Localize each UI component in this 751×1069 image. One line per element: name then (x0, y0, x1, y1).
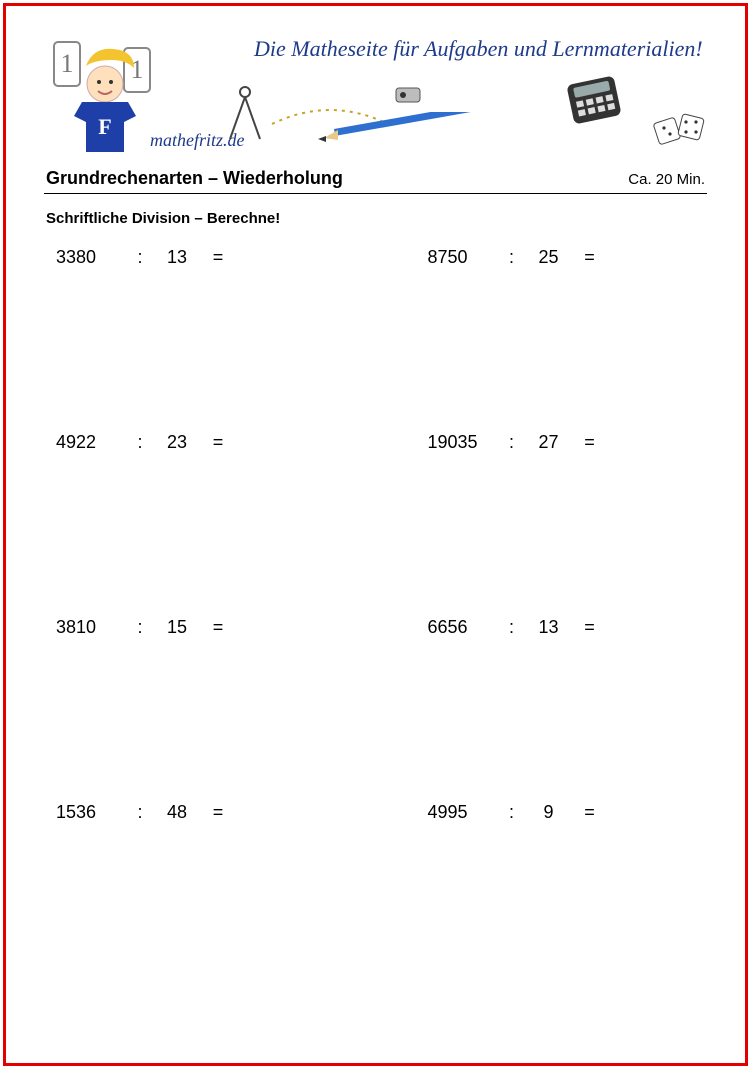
problem: 4995 : 9 = (382, 802, 708, 823)
divisor: 25 (526, 247, 572, 268)
colon-symbol: : (498, 617, 526, 638)
problem-row: 1536 : 48 = 4995 : 9 = (56, 802, 707, 823)
divisor: 27 (526, 432, 572, 453)
dividend: 3810 (56, 617, 126, 638)
dividend: 19035 (428, 432, 498, 453)
dividend: 1536 (56, 802, 126, 823)
colon-symbol: : (498, 247, 526, 268)
title-row: Grundrechenarten – Wiederholung Ca. 20 M… (44, 168, 707, 194)
dividend: 3380 (56, 247, 126, 268)
pencil-icon (308, 112, 498, 152)
problem: 4922 : 23 = (56, 432, 382, 453)
dividend: 4922 (56, 432, 126, 453)
mascot-kid-icon: 1 1 F (50, 38, 160, 158)
problem: 3380 : 13 = (56, 247, 382, 268)
colon-symbol: : (498, 802, 526, 823)
compass-icon (220, 84, 270, 144)
divisor: 13 (526, 617, 572, 638)
svg-text:1: 1 (131, 55, 144, 84)
equals-symbol: = (200, 247, 236, 268)
problem-row: 4922 : 23 = 19035 : 27 = (56, 432, 707, 453)
worksheet-duration: Ca. 20 Min. (628, 171, 705, 188)
header-banner: 1 1 F Die Matheseite für Aufgaben und Le… (44, 32, 707, 162)
equals-symbol: = (572, 802, 608, 823)
colon-symbol: : (126, 247, 154, 268)
dice-icon (652, 108, 706, 152)
dividend: 8750 (428, 247, 498, 268)
equals-symbol: = (572, 247, 608, 268)
divisor: 48 (154, 802, 200, 823)
shirt-letter: F (98, 114, 111, 139)
colon-symbol: : (498, 432, 526, 453)
svg-text:1: 1 (61, 49, 74, 78)
equals-symbol: = (572, 617, 608, 638)
problem-row: 3380 : 13 = 8750 : 25 = (56, 247, 707, 268)
worksheet-page: 1 1 F Die Matheseite für Aufgaben und Le… (3, 3, 748, 1066)
equals-symbol: = (200, 617, 236, 638)
equals-symbol: = (200, 802, 236, 823)
worksheet-title: Grundrechenarten – Wiederholung (46, 168, 343, 189)
colon-symbol: : (126, 617, 154, 638)
problem: 8750 : 25 = (382, 247, 708, 268)
equals-symbol: = (200, 432, 236, 453)
problem-grid: 3380 : 13 = 8750 : 25 = 4922 : 23 = 1903… (44, 247, 707, 823)
divisor: 13 (154, 247, 200, 268)
problem: 19035 : 27 = (382, 432, 708, 453)
divisor: 23 (154, 432, 200, 453)
dividend: 4995 (428, 802, 498, 823)
problem: 3810 : 15 = (56, 617, 382, 638)
worksheet-instruction: Schriftliche Division – Berechne! (46, 210, 707, 227)
problem-row: 3810 : 15 = 6656 : 13 = (56, 617, 707, 638)
colon-symbol: : (126, 802, 154, 823)
dividend: 6656 (428, 617, 498, 638)
equals-symbol: = (572, 432, 608, 453)
calculator-icon (564, 76, 624, 124)
header-tagline: Die Matheseite für Aufgaben und Lernmate… (254, 36, 703, 62)
colon-symbol: : (126, 432, 154, 453)
problem: 6656 : 13 = (382, 617, 708, 638)
problem: 1536 : 48 = (56, 802, 382, 823)
divisor: 9 (526, 802, 572, 823)
sharpener-icon (394, 84, 422, 106)
divisor: 15 (154, 617, 200, 638)
